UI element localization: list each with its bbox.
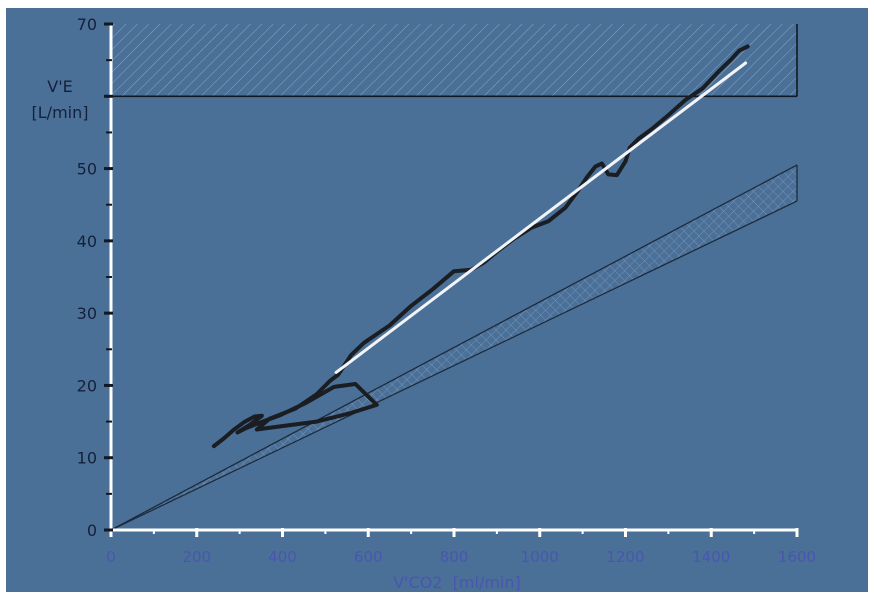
y-tick-label: 10 <box>77 449 97 468</box>
x-tick-label: 800 <box>440 548 469 566</box>
x-axis-label: V'CO2 [ml/min] <box>393 573 521 592</box>
y-tick-label: 50 <box>77 160 97 179</box>
plot-background <box>6 8 868 592</box>
x-tick-label: 1400 <box>692 548 730 566</box>
x-tick-label: 600 <box>354 548 383 566</box>
x-tick-label: 0 <box>106 548 116 566</box>
x-tick-label: 400 <box>268 548 297 566</box>
y-tick-label: 40 <box>77 232 97 251</box>
y-axis-label: V'E <box>47 77 72 96</box>
reference-band-upper-line <box>110 164 798 531</box>
ventilatory-efficiency-chart: 0 200 400 600 800 1000 1200 1400 1600 0 10 20 30 40 50… <box>6 8 868 592</box>
regression-line <box>334 61 748 374</box>
x-tick-label: 1600 <box>778 548 816 566</box>
upper-limit-band <box>111 24 797 97</box>
x-tick-label: 1200 <box>606 548 644 566</box>
y-tick-label: 20 <box>77 376 97 395</box>
y-tick-label: 30 <box>77 304 97 323</box>
measured-series-line <box>211 44 750 449</box>
y-axis-unit-label: [L/min] <box>32 103 89 122</box>
y-tick-label: 70 <box>77 15 97 34</box>
y-tick-label: 0 <box>87 521 97 540</box>
x-tick-label: 1000 <box>521 548 559 566</box>
x-tick-label: 200 <box>182 548 211 566</box>
reference-band-lower-line <box>110 200 798 531</box>
chart-panel: 0 200 400 600 800 1000 1200 1400 1600 0 10 20 30 40 50… <box>6 8 868 592</box>
